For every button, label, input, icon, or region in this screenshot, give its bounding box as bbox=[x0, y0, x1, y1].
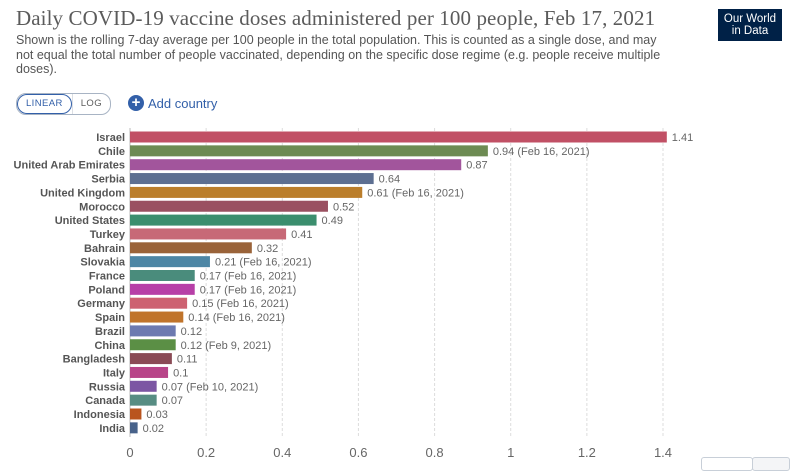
bar bbox=[130, 242, 252, 254]
bar bbox=[130, 131, 667, 143]
value-label: 0.17 (Feb 16, 2021) bbox=[200, 271, 297, 283]
category-label: Canada bbox=[85, 395, 126, 407]
bar bbox=[130, 297, 188, 309]
value-label: 0.12 (Feb 9, 2021) bbox=[181, 340, 272, 352]
bar bbox=[130, 145, 488, 157]
x-tick-label: 0 bbox=[126, 445, 133, 460]
category-label: Bahrain bbox=[84, 243, 125, 255]
category-label: Bangladesh bbox=[63, 354, 126, 366]
x-tick-label: 0.6 bbox=[349, 445, 367, 460]
bar bbox=[130, 270, 195, 281]
value-label: 0.87 bbox=[466, 160, 487, 172]
x-tick-label: 0.4 bbox=[273, 445, 291, 460]
category-label: Chile bbox=[98, 146, 125, 158]
category-label: Slovakia bbox=[80, 257, 126, 269]
bar bbox=[130, 422, 138, 434]
value-label: 0.49 bbox=[322, 215, 343, 227]
add-country-button[interactable]: + Add country bbox=[128, 94, 217, 112]
x-tick-label: 1.2 bbox=[578, 445, 596, 460]
bar bbox=[130, 228, 287, 240]
logo-line-2: in Data bbox=[731, 25, 769, 37]
value-label: 0.07 bbox=[162, 395, 183, 407]
bar bbox=[130, 214, 317, 226]
value-label: 0.14 (Feb 16, 2021) bbox=[188, 312, 285, 324]
category-label: China bbox=[94, 340, 125, 352]
value-label: 0.17 (Feb 16, 2021) bbox=[200, 284, 297, 296]
category-label: Spain bbox=[95, 312, 125, 324]
category-label: Russia bbox=[89, 381, 126, 393]
category-label: Israel bbox=[96, 132, 125, 144]
bar bbox=[130, 325, 176, 337]
bar bbox=[130, 159, 462, 171]
category-label: Morocco bbox=[79, 201, 125, 213]
category-label: Indonesia bbox=[74, 409, 126, 421]
value-label: 0.07 (Feb 10, 2021) bbox=[162, 381, 259, 393]
category-label: India bbox=[99, 423, 126, 435]
log-scale-button[interactable]: LOG bbox=[71, 94, 110, 114]
category-label: United States bbox=[55, 215, 125, 227]
value-label: 0.03 bbox=[146, 409, 167, 421]
value-label: 0.02 bbox=[143, 423, 164, 435]
value-label: 0.11 bbox=[177, 354, 198, 366]
category-label: Germany bbox=[77, 298, 126, 310]
value-label: 0.21 (Feb 16, 2021) bbox=[215, 257, 312, 269]
category-label: Serbia bbox=[91, 174, 126, 186]
bar bbox=[130, 339, 176, 351]
value-label: 0.12 bbox=[181, 326, 202, 338]
bar bbox=[130, 408, 142, 420]
chart-title: Daily COVID-19 vaccine doses administere… bbox=[16, 6, 656, 30]
category-label: Italy bbox=[103, 367, 126, 379]
add-country-label: Add country bbox=[148, 95, 218, 111]
bar bbox=[130, 256, 210, 268]
bar bbox=[130, 173, 374, 185]
x-tick-label: 1 bbox=[507, 445, 514, 460]
bar bbox=[130, 186, 363, 198]
x-tick-label: 0.8 bbox=[426, 445, 444, 460]
linear-scale-button[interactable]: LINEAR bbox=[17, 94, 72, 114]
value-label: 0.94 (Feb 16, 2021) bbox=[493, 146, 590, 158]
scale-toggle: LINEAR LOG bbox=[16, 93, 111, 115]
bar bbox=[130, 394, 157, 406]
value-label: 0.1 bbox=[173, 367, 188, 379]
x-tick-label: 1.4 bbox=[654, 445, 672, 460]
category-label: United Arab Emirates bbox=[14, 160, 125, 172]
chart-subtitle: Shown is the rolling 7-day average per 1… bbox=[16, 33, 661, 76]
bar bbox=[130, 353, 172, 365]
plus-circle-icon: + bbox=[128, 95, 144, 111]
value-label: 0.61 (Feb 16, 2021) bbox=[367, 187, 464, 199]
bar bbox=[130, 380, 157, 392]
value-label: 0.15 (Feb 16, 2021) bbox=[192, 298, 289, 310]
value-label: 1.41 bbox=[672, 132, 693, 144]
category-label: Poland bbox=[88, 284, 125, 296]
bar bbox=[130, 283, 195, 295]
value-label: 0.32 bbox=[257, 243, 278, 255]
value-label: 0.64 bbox=[379, 174, 400, 186]
category-label: United Kingdom bbox=[40, 187, 125, 199]
category-label: Brazil bbox=[95, 326, 125, 338]
value-label: 0.41 bbox=[291, 229, 312, 241]
x-tick-label: 0.2 bbox=[197, 445, 215, 460]
footer-tab[interactable] bbox=[701, 457, 753, 471]
bar bbox=[130, 366, 169, 378]
footer-tab-secondary[interactable] bbox=[752, 457, 790, 471]
value-label: 0.52 bbox=[333, 201, 354, 213]
logo-line-1: Our World bbox=[723, 13, 777, 25]
category-label: Turkey bbox=[90, 229, 126, 241]
category-label: France bbox=[89, 271, 125, 283]
bar bbox=[130, 200, 328, 212]
owid-logo[interactable]: Our World in Data bbox=[718, 9, 782, 41]
bar bbox=[130, 311, 184, 323]
